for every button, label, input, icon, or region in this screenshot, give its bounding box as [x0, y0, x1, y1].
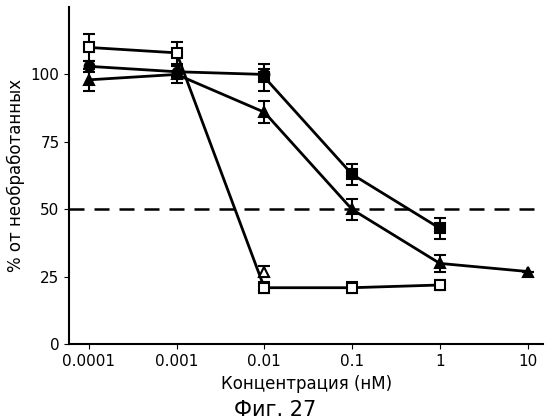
X-axis label: Концентрация (нМ): Концентрация (нМ): [221, 375, 392, 393]
Y-axis label: % от необработанных: % от необработанных: [7, 79, 25, 272]
Text: Фиг. 27: Фиг. 27: [234, 400, 316, 420]
